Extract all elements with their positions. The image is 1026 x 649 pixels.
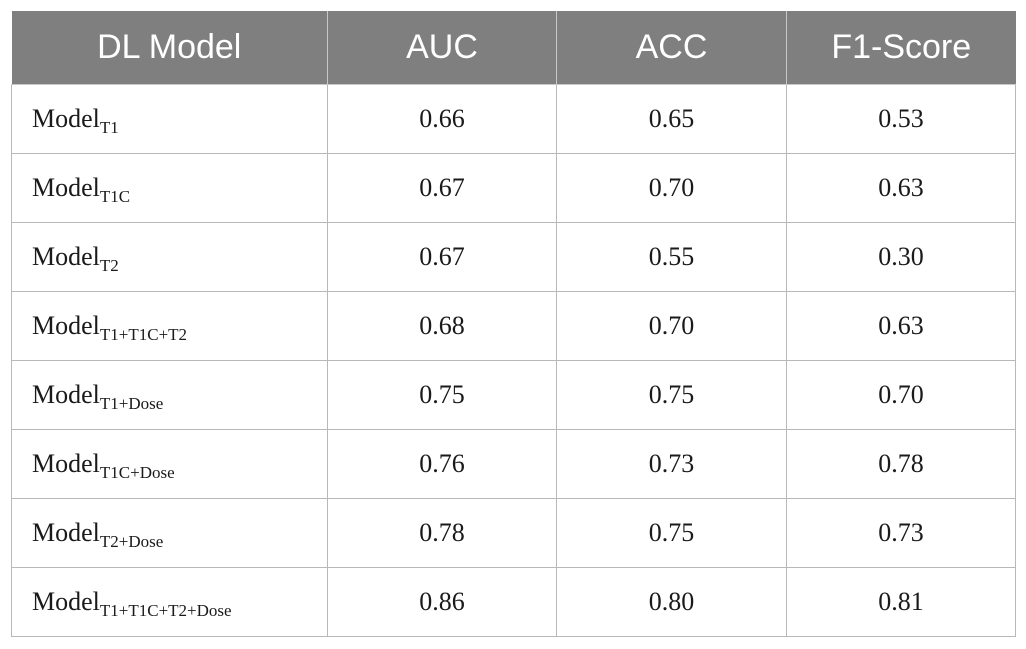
header-row: DL Model AUC ACC F1-Score	[11, 11, 1016, 85]
table-row: ModelT1+Dose 0.75 0.75 0.70	[11, 360, 1016, 430]
header-f1-score: F1-Score	[786, 11, 1016, 85]
acc-cell: 0.55	[556, 222, 787, 292]
table-row: ModelT1 0.66 0.65 0.53	[11, 84, 1016, 154]
model-name-subscript: T1	[99, 117, 119, 137]
header-acc: ACC	[556, 11, 787, 85]
model-name-base: Model	[32, 518, 100, 547]
model-name-cell: ModelT1+T1C+T2+Dose	[11, 567, 328, 637]
model-name-subscript: T1C+Dose	[99, 462, 175, 482]
table-row: ModelT2+Dose 0.78 0.75 0.73	[11, 498, 1016, 568]
model-name-cell: ModelT1	[11, 84, 328, 154]
model-name-base: Model	[32, 173, 100, 202]
model-name-cell: ModelT1+Dose	[11, 360, 328, 430]
table-row: ModelT1+T1C+T2 0.68 0.70 0.63	[11, 291, 1016, 361]
table-header: DL Model AUC ACC F1-Score	[11, 11, 1016, 85]
model-name-subscript: T1+T1C+T2	[99, 324, 188, 344]
f1-score-cell: 0.73	[786, 498, 1016, 568]
auc-cell: 0.78	[327, 498, 557, 568]
model-name-cell: ModelT1+T1C+T2	[11, 291, 328, 361]
acc-cell: 0.70	[556, 291, 787, 361]
acc-cell: 0.73	[556, 429, 787, 499]
model-name-base: Model	[32, 449, 100, 478]
auc-cell: 0.67	[327, 153, 557, 223]
auc-cell: 0.67	[327, 222, 557, 292]
header-auc: AUC	[327, 11, 557, 85]
model-name-cell: ModelT2	[11, 222, 328, 292]
f1-score-cell: 0.63	[786, 291, 1016, 361]
table-row: ModelT1C+Dose 0.76 0.73 0.78	[11, 429, 1016, 499]
auc-cell: 0.75	[327, 360, 557, 430]
table-row: ModelT1+T1C+T2+Dose 0.86 0.80 0.81	[11, 567, 1016, 637]
model-performance-table: DL Model AUC ACC F1-Score ModelT1 0.66 0.6…	[11, 11, 1016, 637]
acc-cell: 0.70	[556, 153, 787, 223]
model-name-base: Model	[32, 104, 100, 133]
f1-score-cell: 0.30	[786, 222, 1016, 292]
f1-score-cell: 0.78	[786, 429, 1016, 499]
model-name-cell: ModelT2+Dose	[11, 498, 328, 568]
model-name-base: Model	[32, 311, 100, 340]
acc-cell: 0.75	[556, 498, 787, 568]
model-name-subscript: T2	[99, 255, 119, 275]
header-dl-model: DL Model	[11, 11, 328, 85]
model-name-subscript: T2+Dose	[99, 531, 164, 551]
model-name-subscript: T1+Dose	[99, 393, 164, 413]
model-name-subscript: T1+T1C+T2+Dose	[99, 600, 232, 620]
f1-score-cell: 0.81	[786, 567, 1016, 637]
f1-score-cell: 0.53	[786, 84, 1016, 154]
auc-cell: 0.76	[327, 429, 557, 499]
acc-cell: 0.65	[556, 84, 787, 154]
model-name-subscript: T1C	[99, 186, 131, 206]
acc-cell: 0.75	[556, 360, 787, 430]
table-row: ModelT2 0.67 0.55 0.30	[11, 222, 1016, 292]
acc-cell: 0.80	[556, 567, 787, 637]
auc-cell: 0.66	[327, 84, 557, 154]
auc-cell: 0.86	[327, 567, 557, 637]
auc-cell: 0.68	[327, 291, 557, 361]
model-name-base: Model	[32, 587, 100, 616]
model-name-cell: ModelT1C	[11, 153, 328, 223]
model-name-cell: ModelT1C+Dose	[11, 429, 328, 499]
f1-score-cell: 0.70	[786, 360, 1016, 430]
model-name-base: Model	[32, 380, 100, 409]
f1-score-cell: 0.63	[786, 153, 1016, 223]
model-name-base: Model	[32, 242, 100, 271]
table-row: ModelT1C 0.67 0.70 0.63	[11, 153, 1016, 223]
table-body: ModelT1 0.66 0.65 0.53 ModelT1C 0.67 0.70 0.63 M…	[11, 84, 1016, 637]
